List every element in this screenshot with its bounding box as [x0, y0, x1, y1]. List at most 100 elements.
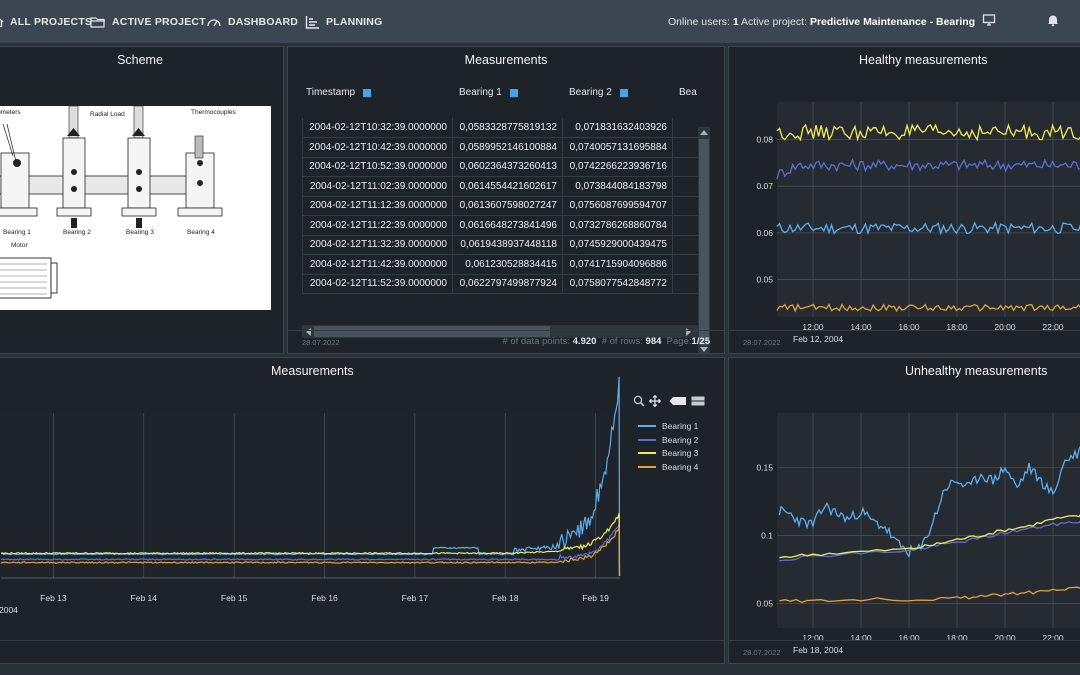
table-header: Timestamp Bearing 1 Bearing 2 Bea — [302, 77, 698, 107]
reset-view-icon[interactable] — [669, 396, 687, 406]
cell-value — [672, 176, 699, 196]
table-title: Measurements — [464, 53, 548, 67]
cell-value: 0,0614554421602617 — [452, 176, 563, 196]
legend-item[interactable]: Bearing 3 — [638, 448, 698, 458]
folder-icon — [90, 16, 105, 28]
series-line-bearing-1 — [778, 445, 1080, 558]
measurements-chart: Feb 13 Feb 14 Feb 15 Feb 16 Feb 17 Feb 18 Feb … — [0, 376, 621, 615]
cell-value: 0,0583328775819132 — [452, 118, 563, 137]
nav-planning[interactable]: PLANNING — [305, 0, 382, 43]
scheme-label-bearing1: Bearing 1 — [3, 229, 31, 236]
active-project-value: Predictive Maintenance - Bearing — [809, 15, 976, 28]
y-tick-label: 0.07 — [756, 181, 773, 191]
cell-timestamp: 2004-02-12T10:42:39.0000000 — [302, 137, 453, 157]
column-color-icon — [619, 88, 628, 97]
table-row[interactable]: 2004-02-12T11:42:39.0000000 0,06123052883… — [302, 254, 699, 275]
table-row[interactable]: 2004-02-12T10:32:39.0000000 0,05833287758… — [302, 118, 698, 138]
cell-timestamp: 2004-02-12T11:52:39.0000000 — [302, 274, 453, 293]
legend-item[interactable]: Bearing 4 — [638, 462, 698, 472]
cell-value: 0,073844084183798 — [562, 176, 673, 196]
cell-value: 0,0741715904096886 — [562, 254, 673, 274]
scheme-panel: Scheme — [0, 46, 284, 354]
gauge-icon — [207, 18, 221, 26]
x-tick-label: Feb 14 — [131, 593, 158, 603]
page-value[interactable]: 1/25 — [691, 336, 711, 347]
active-project-label: Active project: — [741, 15, 807, 28]
column-color-icon — [509, 88, 518, 97]
column-header-bearing2[interactable]: Bearing 2 — [569, 87, 628, 98]
nav-dashboard[interactable]: DASHBOARD — [206, 0, 298, 43]
x-tick-label: 12:00 — [802, 633, 824, 643]
cell-timestamp: 2004-02-12T11:02:39.0000000 — [302, 176, 453, 196]
series-line-bearing-3 — [779, 514, 1080, 559]
y-tick-label: 0.15 — [756, 462, 773, 472]
x-tick-label: 18:00 — [946, 633, 968, 643]
x-tick-label: 16:00 — [898, 633, 920, 643]
table-row[interactable]: 2004-02-12T11:02:39.0000000 0,06145544216… — [302, 176, 699, 197]
legend-item[interactable]: Bearing 1 — [638, 421, 698, 431]
series-line-bearing-3 — [776, 122, 1080, 142]
online-users-value: 1 — [732, 15, 739, 28]
pan-icon[interactable] — [649, 395, 661, 407]
cell-timestamp: 2004-02-12T11:42:39.0000000 — [302, 254, 453, 274]
column-header-timestamp[interactable]: Timestamp — [306, 87, 372, 98]
cell-value: 0,0740057131695884 — [562, 137, 673, 157]
legend-label: Bearing 2 — [662, 434, 699, 445]
main-title: Measurements — [271, 364, 354, 378]
unhealthy-measurements-panel: Unhealthy measurements 0.05 0.1 0.15 12:00 1… — [728, 357, 1080, 664]
cell-value — [672, 274, 699, 293]
cell-value: 0,0742266223936716 — [562, 157, 673, 176]
table-row[interactable]: 2004-02-12T10:42:39.0000000 0,05899521461… — [302, 137, 698, 158]
series-line-bearing-4 — [776, 302, 1080, 313]
save-image-icon[interactable] — [691, 396, 705, 406]
healthy-footer: 28.07.2022 — [729, 330, 1080, 353]
table-row[interactable]: 2004-02-12T11:32:39.0000000 0,06194389374… — [302, 235, 698, 255]
table-row[interactable]: 2004-02-12T11:22:39.0000000 0,06166482738… — [302, 215, 699, 236]
data-points-label: # of data points: — [502, 336, 570, 347]
legend-label: Bearing 3 — [662, 448, 699, 458]
nav-active-project[interactable]: ACTIVE PROJECT — [90, 0, 206, 43]
legend-item[interactable]: Bearing 2 — [638, 435, 698, 445]
page-label: Page: — [666, 336, 692, 347]
x-tick-label: 16:00 — [898, 322, 920, 332]
x-tick-label: 20:00 — [994, 633, 1016, 643]
cell-value: 0,0602364373260413 — [452, 157, 563, 176]
scheme-label-bearing2: Bearing 2 — [63, 229, 91, 236]
scheme-title: Scheme — [117, 53, 163, 67]
horizontal-scroll-thumb[interactable] — [314, 326, 550, 337]
column-header-bearing3[interactable]: Bea — [679, 87, 697, 98]
cell-value — [672, 215, 699, 235]
measurements-table: Timestamp Bearing 1 Bearing 2 Bea 2004-0… — [302, 77, 710, 353]
nav-planning-label: PLANNING — [326, 15, 383, 28]
cell-value — [672, 196, 699, 215]
scheme-label-motor: Motor — [11, 242, 28, 249]
vertical-scroll-thumb[interactable] — [699, 139, 709, 345]
unhealthy-title: Unhealthy measurements — [905, 364, 1048, 378]
scroll-down-icon[interactable] — [700, 347, 708, 353]
unhealthy-date: 28.07.2022 — [743, 648, 781, 657]
scheme-label-thermocouples: Thermocouples — [191, 109, 237, 116]
table-row[interactable]: 2004-02-12T11:12:39.0000000 0,06136075980… — [302, 196, 698, 216]
main-footer — [0, 640, 724, 663]
cell-value — [672, 254, 699, 274]
top-bar: ALL PROJECTS ACTIVE PROJECT DASHBOARD PL… — [0, 0, 1080, 44]
cell-timestamp: 2004-02-12T10:32:39.0000000 — [302, 118, 453, 137]
planning-icon — [305, 15, 319, 29]
column-header-bearing1[interactable]: Bearing 1 — [459, 87, 518, 98]
bell-icon[interactable] — [1046, 13, 1060, 27]
table-row[interactable]: 2004-02-12T10:52:39.0000000 0,06023643732… — [302, 157, 698, 177]
x-axis-sublabel: 2004 — [0, 605, 18, 615]
healthy-chart: 0.05 0.06 0.07 0.08 12:00 14:00 16:00 18:00 20:0… — [756, 102, 1080, 344]
table-vertical-scrollbar[interactable] — [698, 127, 710, 353]
scroll-up-icon[interactable] — [700, 129, 708, 135]
table-row[interactable]: 2004-02-12T11:52:39.0000000 0,06227974998… — [302, 274, 698, 294]
nav-all-projects[interactable]: ALL PROJECTS — [0, 0, 92, 43]
cell-value: 0,0756087699594707 — [562, 196, 673, 215]
bearing-scheme-diagram: rometers Radial Load Thermocouples Beari… — [0, 106, 271, 310]
monitor-icon[interactable] — [982, 13, 996, 27]
zoom-icon[interactable] — [633, 395, 645, 407]
healthy-measurements-panel: Healthy measurements 0.05 0.06 0.07 0.08 12:… — [728, 46, 1080, 354]
home-icon — [0, 17, 4, 27]
x-tick-label: 20:00 — [994, 322, 1016, 332]
scheme-label-accelerometers: rometers — [0, 109, 21, 116]
